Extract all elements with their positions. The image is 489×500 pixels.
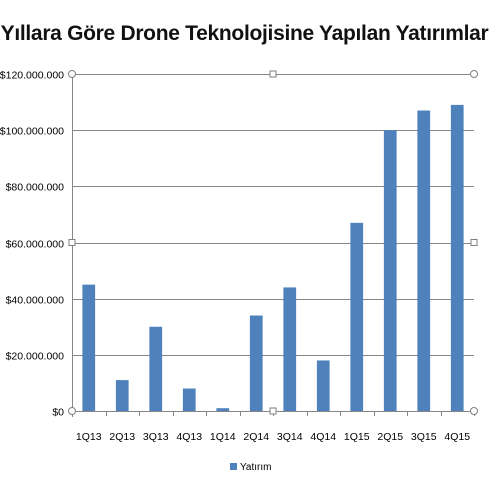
selection-handle [470, 70, 478, 78]
y-tick-label: $0 [52, 407, 64, 419]
bar [316, 360, 330, 411]
bar [149, 326, 163, 411]
x-tick-label: 2Q13 [109, 431, 135, 443]
y-tick-label: $80.000.000 [6, 182, 65, 194]
x-tick-label: 1Q15 [344, 431, 370, 443]
x-tick-label: 1Q13 [76, 431, 102, 443]
bar [115, 380, 129, 411]
x-tick-label: 2Q15 [377, 431, 403, 443]
legend-label: Yatırım [240, 462, 271, 473]
selection-handle [68, 70, 76, 78]
bar [283, 287, 297, 411]
x-tick-label: 3Q15 [411, 431, 437, 443]
selection-handle [470, 239, 478, 246]
bar [417, 110, 431, 411]
x-tick-label: 4Q15 [444, 431, 470, 443]
bar [249, 315, 263, 411]
bar [350, 222, 364, 411]
y-tick-label: $40.000.000 [6, 295, 65, 307]
y-tick-label: $120.000.000 [0, 70, 64, 82]
x-tick-label: 2Q14 [243, 431, 269, 443]
x-tick-label: 1Q14 [210, 431, 236, 443]
x-tick-label: 3Q14 [277, 431, 303, 443]
y-tick-label: $100.000.000 [0, 126, 64, 138]
bar [450, 104, 464, 412]
y-tick-label: $20.000.000 [6, 351, 65, 363]
x-tick-label: 3Q13 [143, 431, 169, 443]
chart-title: Yıllara Göre Drone Teknolojisine Yapılan… [0, 22, 489, 45]
selection-handle [68, 407, 76, 415]
selection-handle [470, 407, 478, 415]
selection-handle [68, 239, 76, 246]
bar [182, 388, 196, 411]
legend-swatch [230, 463, 237, 470]
selection-handle [269, 70, 277, 78]
x-tick-label: 4Q14 [310, 431, 336, 443]
x-tick-label: 4Q13 [176, 431, 202, 443]
bar [82, 284, 96, 411]
bar [216, 408, 230, 411]
bar [383, 130, 397, 411]
selection-handle [269, 407, 277, 415]
y-tick-label: $60.000.000 [6, 239, 65, 251]
